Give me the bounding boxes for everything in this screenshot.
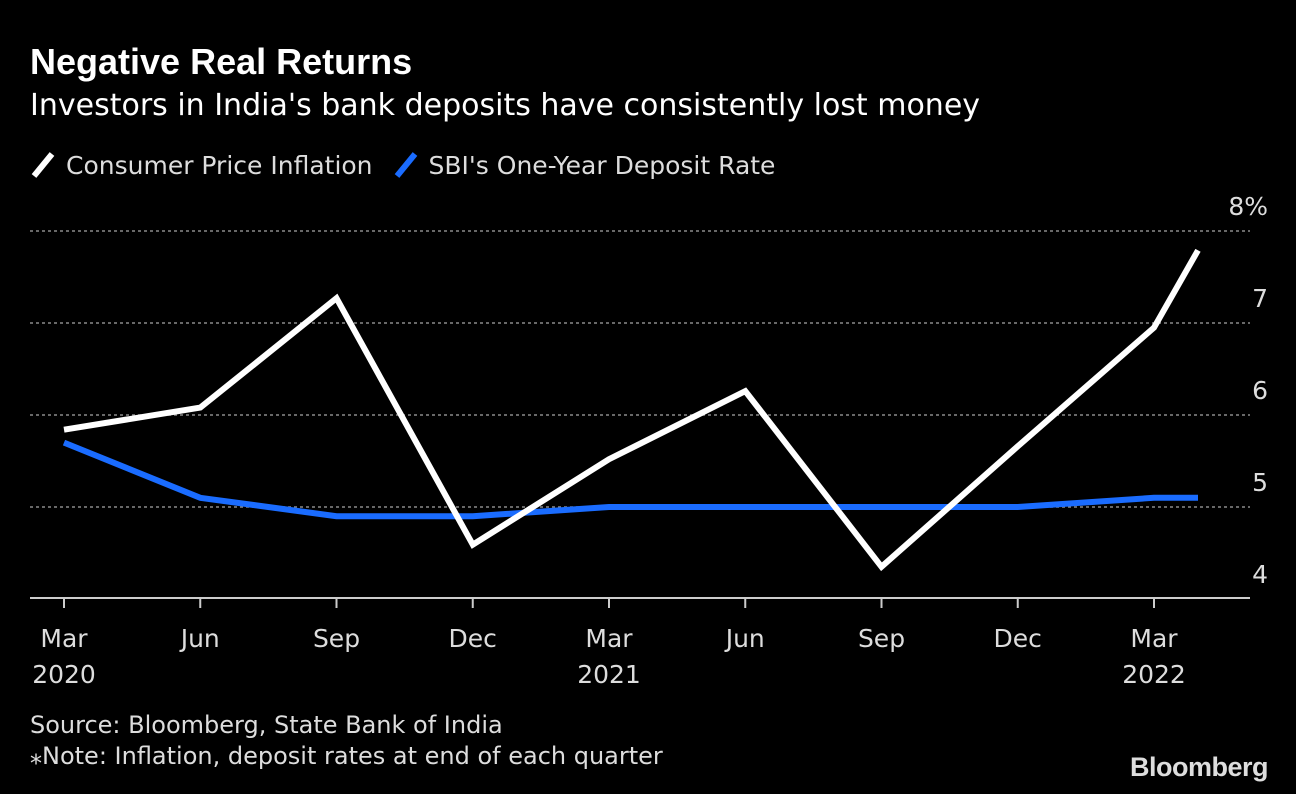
x-tick-year-4: 2021: [577, 660, 641, 689]
bloomberg-logo: Bloomberg: [1129, 752, 1269, 782]
series-line-inflation: [63, 248, 1201, 572]
x-tick-label-2: Sep: [313, 624, 360, 653]
series-line-deposit-rate: [62, 439, 1198, 520]
legend-label-deposit-rate: SBI's One-Year Deposit Rate: [428, 150, 776, 180]
x-tick-year-8: 2022: [1122, 660, 1186, 689]
x-tick-year-0: 2020: [32, 660, 96, 689]
source-note: Source: Bloomberg, State Bank of India: [30, 711, 503, 739]
legend-item-inflation: Consumer Price Inflation: [30, 150, 373, 180]
chart-subtitle: Investors in India's bank deposits have …: [30, 88, 981, 123]
y-tick-label-7: 7: [1252, 284, 1268, 313]
x-tick-label-0: Mar: [40, 624, 88, 653]
x-tick-label-3: Dec: [449, 624, 497, 653]
axis-layer: [30, 597, 1250, 608]
footer: Source: Bloomberg, State Bank of India ⁎…: [30, 710, 663, 772]
x-tick-label-1: Jun: [179, 624, 220, 653]
chart-title: Negative Real Returns: [30, 41, 413, 82]
legend-swatch-inflation: [31, 152, 55, 178]
y-tick-label-8: 8%: [1228, 192, 1268, 221]
y-tick-label-5: 5: [1252, 468, 1268, 497]
methodology-note: ⁎Note: Inflation, deposit rates at end o…: [30, 742, 663, 770]
x-tick-label-6: Sep: [858, 624, 905, 653]
x-tick-label-7: Dec: [994, 624, 1042, 653]
legend-swatch-deposit-rate: [394, 152, 417, 178]
series-layer: [62, 248, 1201, 572]
label-layer: 8% 7 6 5 4 Mar 2020 Jun Sep Dec Mar 2021 Jun Sep Dec Ma…: [32, 192, 1268, 689]
legend: Consumer Price Inflation SBI's One-Year …: [30, 150, 795, 180]
y-tick-label-4: 4: [1252, 560, 1268, 589]
x-tick-label-5: Jun: [724, 624, 765, 653]
x-tick-label-4: Mar: [585, 624, 633, 653]
x-tick-label-8: Mar: [1130, 624, 1178, 653]
legend-item-deposit-rate: SBI's One-Year Deposit Rate: [393, 150, 776, 180]
grid-layer: [30, 230, 1250, 508]
y-tick-label-6: 6: [1252, 376, 1268, 405]
legend-label-inflation: Consumer Price Inflation: [66, 150, 373, 180]
